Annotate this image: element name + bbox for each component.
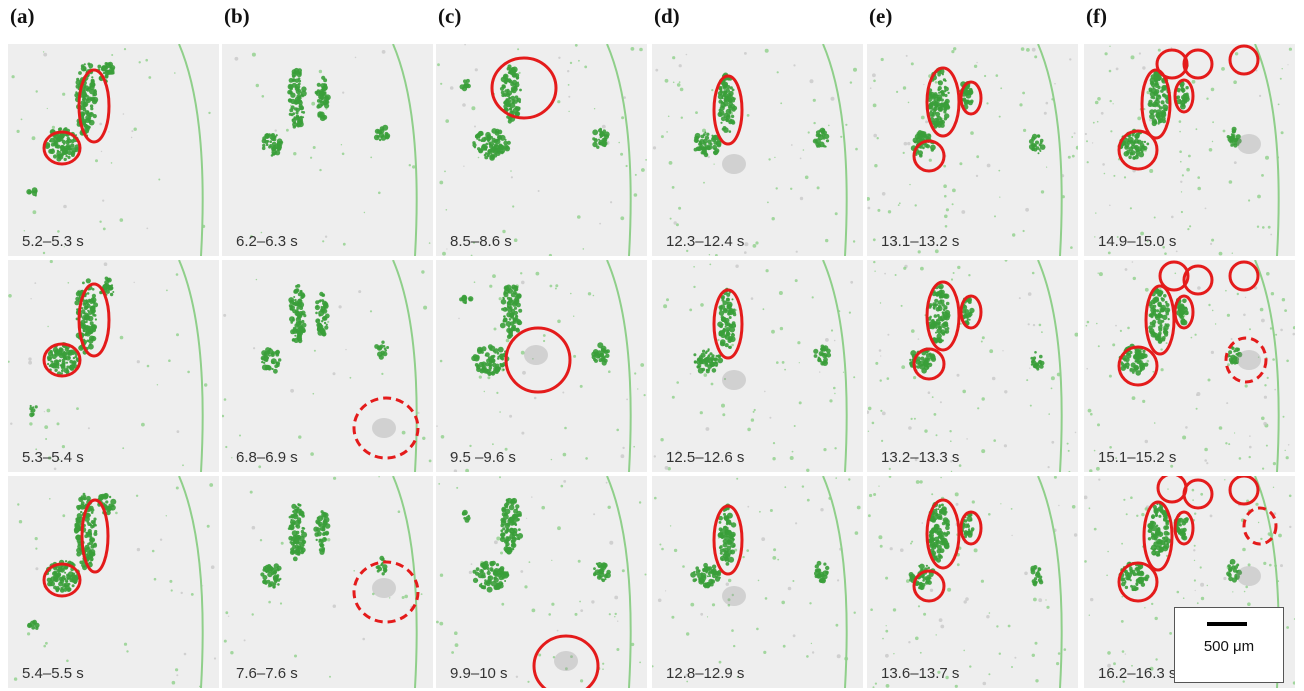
microscopy-panel: 9.9–10 s bbox=[436, 476, 647, 688]
panel-letter: (b) bbox=[224, 4, 250, 28]
microscopy-panel: 5.2–5.3 s bbox=[8, 44, 219, 256]
microscopy-image bbox=[8, 260, 219, 472]
microscopy-panel: 15.1–15.2 s bbox=[1084, 260, 1295, 472]
microscopy-image bbox=[222, 44, 433, 256]
timestamp-label: 5.2–5.3 s bbox=[22, 233, 84, 250]
microscopy-panel: 13.1–13.2 s bbox=[867, 44, 1078, 256]
timestamp-label: 6.2–6.3 s bbox=[236, 233, 298, 250]
microscopy-image bbox=[8, 476, 219, 688]
timestamp-label: 8.5–8.6 s bbox=[450, 233, 512, 250]
timestamp-label: 13.6–13.7 s bbox=[881, 665, 960, 682]
scale-bar bbox=[1207, 622, 1247, 626]
microscopy-panel: 12.3–12.4 s bbox=[652, 44, 863, 256]
microscopy-panel: 13.6–13.7 s bbox=[867, 476, 1078, 688]
timestamp-label: 14.9–15.0 s bbox=[1098, 233, 1177, 250]
microscopy-image bbox=[867, 44, 1078, 256]
timestamp-label: 12.5–12.6 s bbox=[666, 449, 745, 466]
panel-letter: (c) bbox=[438, 4, 462, 28]
microscopy-panel: 8.5–8.6 s bbox=[436, 44, 647, 256]
timestamp-label: 7.6–7.6 s bbox=[236, 665, 298, 682]
timestamp-label: 9.9–10 s bbox=[450, 665, 508, 682]
panel-letter: (a) bbox=[10, 4, 35, 28]
timestamp-label: 5.4–5.5 s bbox=[22, 665, 84, 682]
panel-letter: (e) bbox=[869, 4, 893, 28]
microscopy-image bbox=[222, 260, 433, 472]
timestamp-label: 9.5 –9.6 s bbox=[450, 449, 516, 466]
microscopy-panel: 13.2–13.3 s bbox=[867, 260, 1078, 472]
timestamp-label: 12.8–12.9 s bbox=[666, 665, 745, 682]
microscopy-panel: 9.5 –9.6 s bbox=[436, 260, 647, 472]
timestamp-label: 13.2–13.3 s bbox=[881, 449, 960, 466]
microscopy-image bbox=[1084, 44, 1295, 256]
microscopy-image bbox=[436, 476, 647, 688]
panel-letter: (f) bbox=[1086, 4, 1107, 28]
microscopy-panel: 5.3–5.4 s bbox=[8, 260, 219, 472]
microscopy-image bbox=[8, 44, 219, 256]
microscopy-panel: 6.8–6.9 s bbox=[222, 260, 433, 472]
scale-bar-box: 500 μm bbox=[1174, 607, 1284, 683]
microscopy-image bbox=[867, 260, 1078, 472]
microscopy-panel: 12.8–12.9 s bbox=[652, 476, 863, 688]
microscopy-image bbox=[436, 44, 647, 256]
microscopy-image bbox=[867, 476, 1078, 688]
microscopy-image bbox=[652, 44, 863, 256]
scale-bar-label: 500 μm bbox=[1203, 638, 1255, 655]
timestamp-label: 15.1–15.2 s bbox=[1098, 449, 1177, 466]
microscopy-image bbox=[652, 476, 863, 688]
microscopy-panel: 6.2–6.3 s bbox=[222, 44, 433, 256]
timestamp-label: 6.8–6.9 s bbox=[236, 449, 298, 466]
microscopy-image bbox=[436, 260, 647, 472]
microscopy-panel: 12.5–12.6 s bbox=[652, 260, 863, 472]
microscopy-panel: 14.9–15.0 s bbox=[1084, 44, 1295, 256]
microscopy-panel: 7.6–7.6 s bbox=[222, 476, 433, 688]
timestamp-label: 16.2–16.3 s bbox=[1098, 665, 1177, 682]
timestamp-label: 12.3–12.4 s bbox=[666, 233, 745, 250]
timestamp-label: 5.3–5.4 s bbox=[22, 449, 84, 466]
microscopy-image bbox=[652, 260, 863, 472]
microscopy-image bbox=[222, 476, 433, 688]
timestamp-label: 13.1–13.2 s bbox=[881, 233, 960, 250]
panel-letter: (d) bbox=[654, 4, 680, 28]
microscopy-panel: 5.4–5.5 s bbox=[8, 476, 219, 688]
microscopy-image bbox=[1084, 260, 1295, 472]
